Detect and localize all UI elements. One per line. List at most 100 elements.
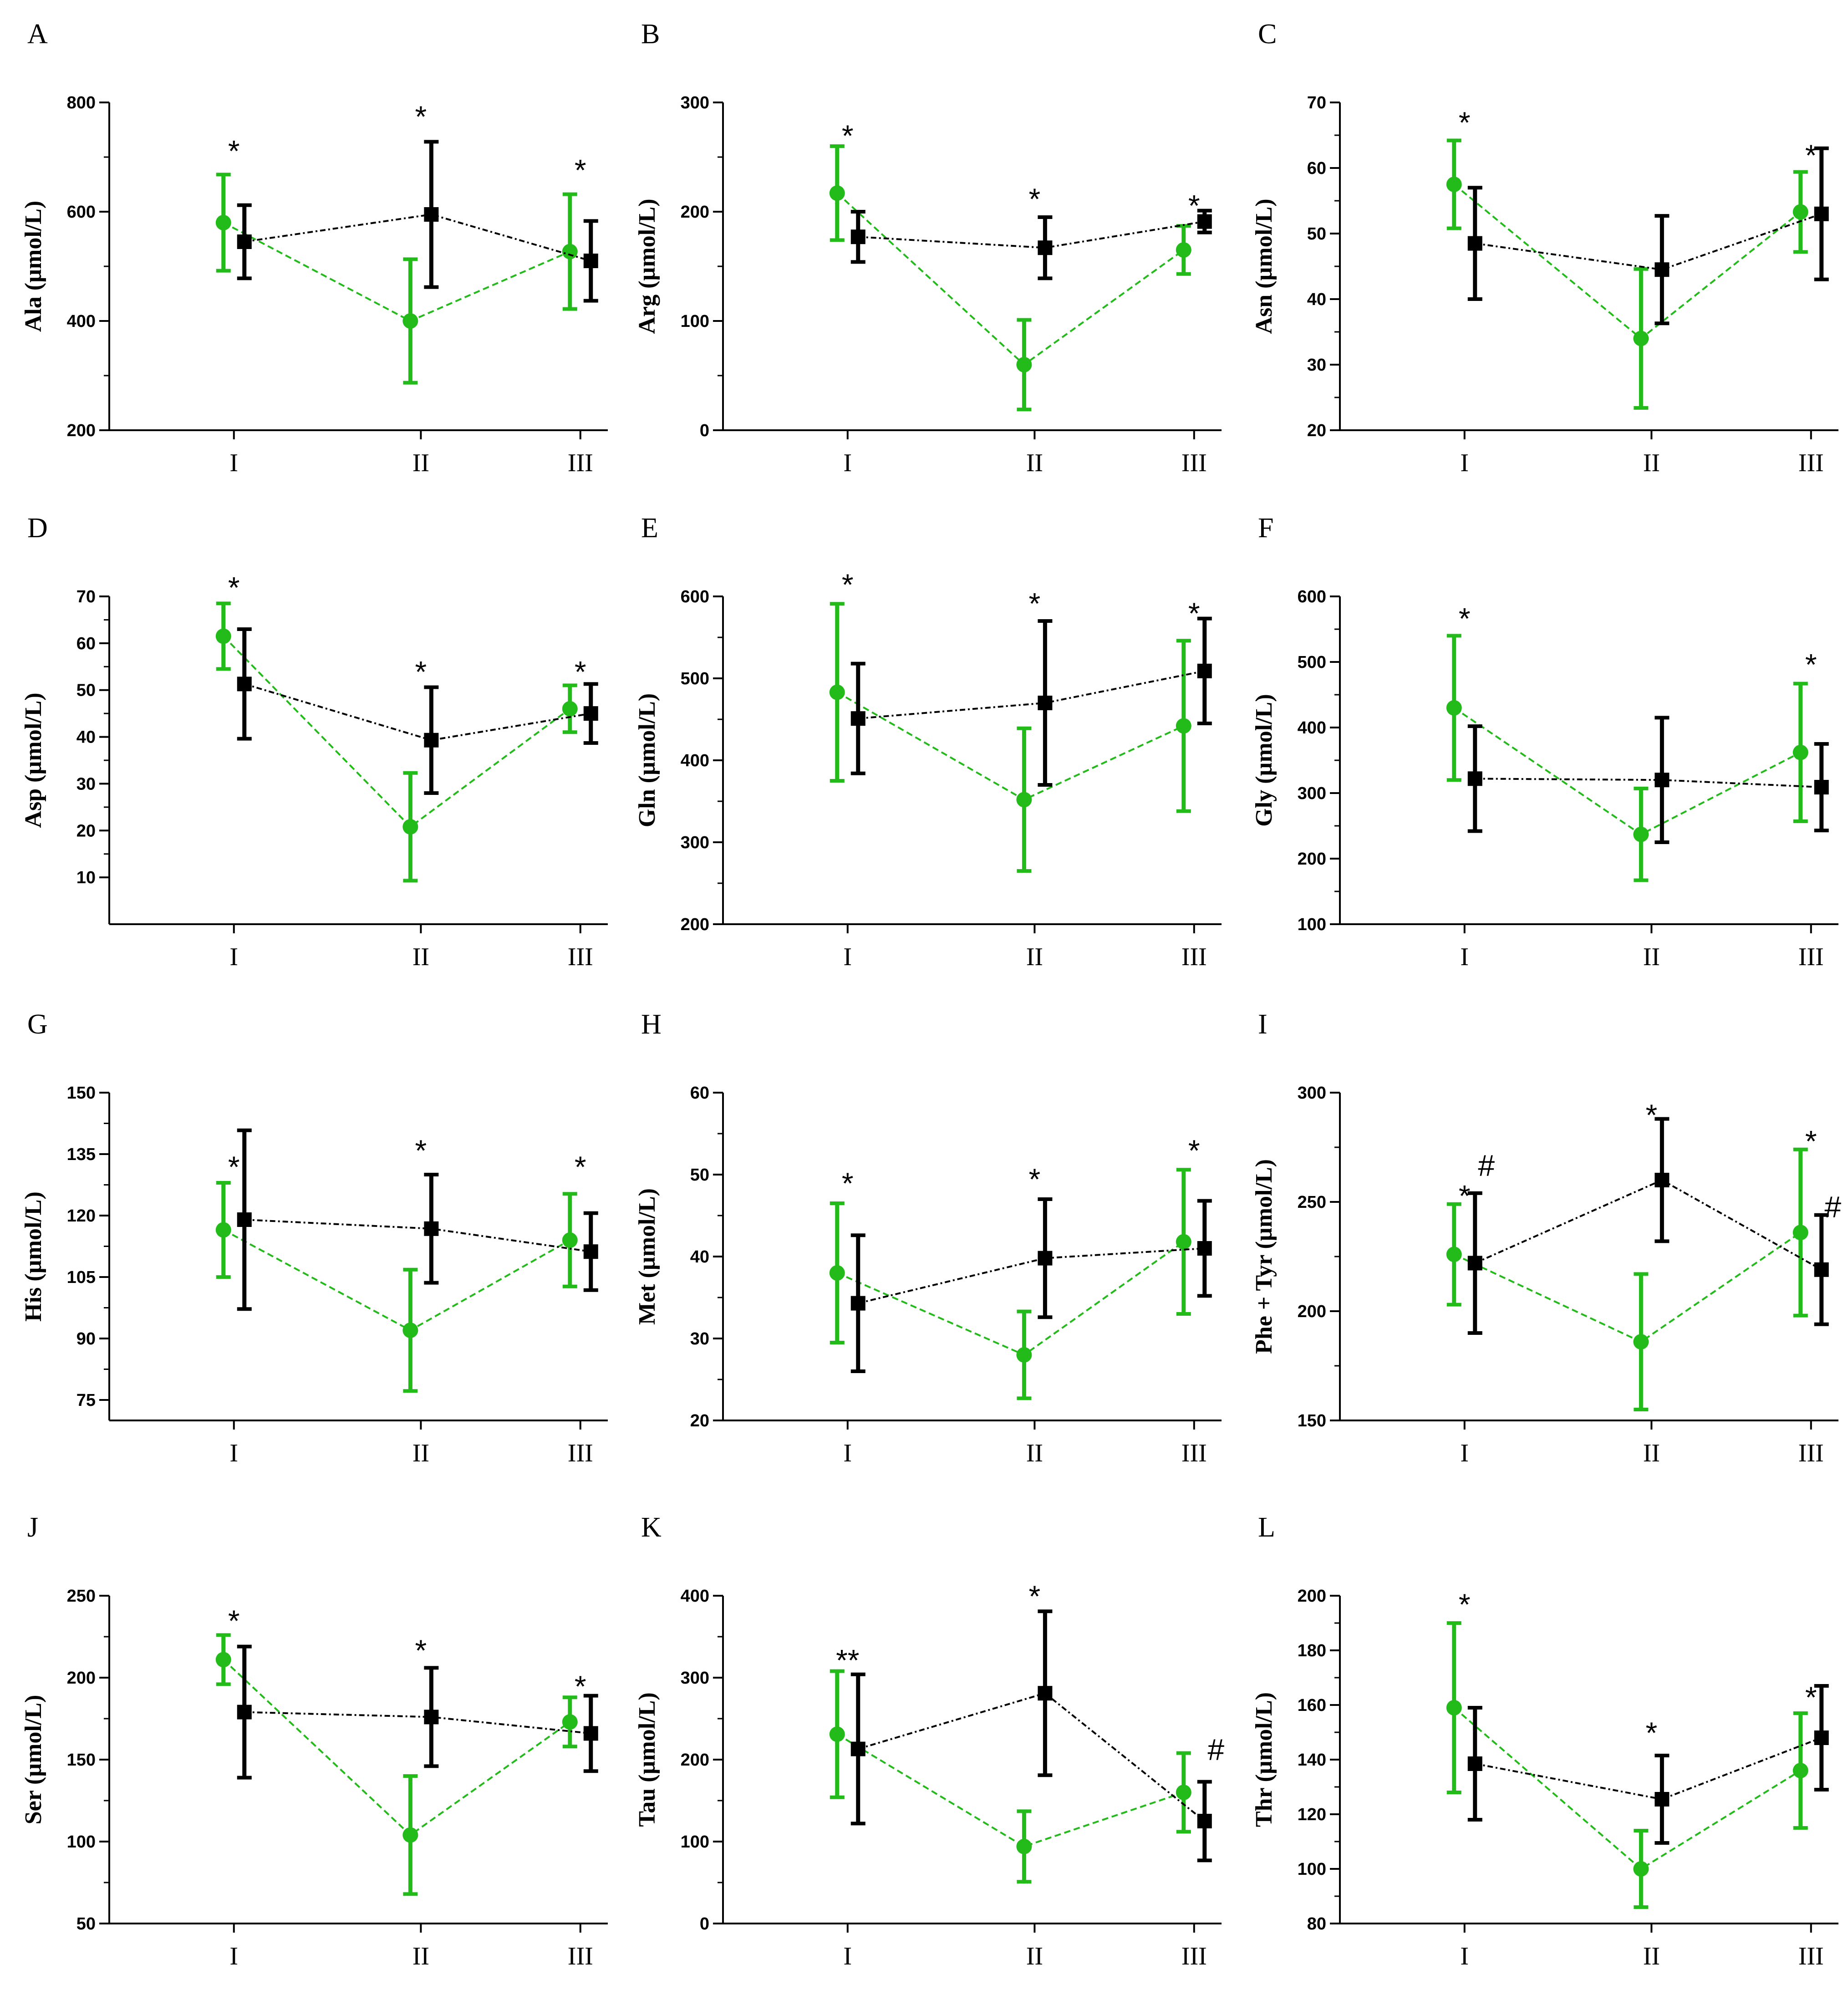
point-green (215, 1222, 231, 1238)
y-tick-label: 100 (67, 1832, 96, 1852)
point-black (850, 1296, 865, 1311)
significance-marker: * (1029, 586, 1041, 620)
point-black (583, 1244, 598, 1259)
significance-marker: * (1459, 602, 1471, 636)
y-tick-label: 500 (1298, 653, 1326, 672)
y-tick-label: 400 (67, 312, 96, 331)
x-tick-label: III (1181, 1439, 1207, 1467)
significance-marker: * (575, 153, 586, 187)
significance-marker: # (1824, 1190, 1841, 1224)
x-tick-label: II (1026, 943, 1043, 971)
x-tick-label: II (1026, 449, 1043, 477)
point-green (1176, 1234, 1191, 1250)
point-black (424, 207, 439, 222)
panel-letter: J (27, 1512, 38, 1543)
y-tick-label: 100 (1298, 1860, 1326, 1879)
y-tick-label: 300 (681, 93, 709, 112)
point-black (583, 254, 598, 268)
point-black (237, 234, 252, 249)
point-green (1446, 177, 1462, 192)
x-tick-label: I (1460, 943, 1469, 971)
significance-marker: * (1188, 596, 1200, 630)
significance-marker: * (842, 568, 854, 601)
x-tick-label: I (1460, 449, 1469, 477)
x-tick-label: III (1798, 943, 1824, 971)
panel-letter: D (27, 513, 48, 544)
series-line-green (1453, 183, 1802, 340)
point-green (1633, 331, 1649, 346)
point-black (583, 1726, 598, 1741)
y-tick-label: 150 (67, 1084, 96, 1103)
significance-marker: * (1646, 1098, 1658, 1132)
point-green (829, 1726, 845, 1742)
point-green (1176, 1785, 1191, 1800)
point-black (237, 1705, 252, 1720)
significance-marker: * (228, 1150, 240, 1184)
y-tick-label: 60 (1307, 159, 1326, 178)
point-black (1655, 1792, 1670, 1807)
x-tick-label: III (568, 943, 593, 971)
x-tick-label: II (412, 449, 429, 477)
point-black (1655, 262, 1670, 277)
y-tick-label: 50 (76, 1914, 96, 1934)
x-tick-label: III (1798, 1439, 1824, 1467)
y-tick-label: 150 (1298, 1411, 1326, 1430)
series-line-green (836, 192, 1184, 366)
y-tick-label: 150 (67, 1751, 96, 1770)
x-tick-label: III (1798, 449, 1824, 477)
x-tick-label: II (1643, 943, 1660, 971)
significance-marker: * (1188, 1134, 1200, 1167)
point-green (1633, 1861, 1649, 1877)
series-line-green (223, 222, 570, 322)
y-tick-label: 800 (67, 93, 96, 112)
y-tick-label: 200 (67, 1669, 96, 1688)
point-green (829, 185, 845, 201)
y-tick-label: 70 (1307, 93, 1326, 112)
point-green (215, 215, 231, 230)
y-tick-label: 600 (681, 587, 709, 606)
point-black (1814, 1262, 1829, 1277)
x-tick-label: I (229, 1439, 238, 1467)
y-axis-title: Gln (µmol/L) (634, 693, 660, 827)
significance-marker: * (842, 1166, 854, 1200)
series-line-green (223, 1229, 570, 1332)
x-tick-label: III (1181, 943, 1207, 971)
panel-letter: B (641, 19, 660, 50)
y-tick-label: 200 (681, 915, 709, 934)
significance-marker: ** (836, 1643, 859, 1677)
point-black (1814, 1730, 1829, 1745)
y-tick-label: 250 (67, 1587, 96, 1606)
significance-marker: * (415, 655, 427, 689)
point-black (237, 1212, 252, 1227)
panel-letter: H (641, 1009, 662, 1040)
y-axis-title: Thr (µmol/L) (1251, 1692, 1277, 1827)
point-green (1792, 744, 1808, 760)
point-black (424, 1221, 439, 1236)
point-green (1792, 1225, 1808, 1241)
series-line-green (836, 691, 1184, 801)
significance-marker: * (415, 100, 427, 133)
point-green (402, 1323, 418, 1338)
significance-marker: * (1459, 106, 1471, 139)
y-tick-label: 0 (700, 421, 709, 440)
significance-marker: * (575, 1150, 586, 1184)
significance-marker: * (1805, 1125, 1817, 1158)
series-line-black (244, 1219, 591, 1253)
y-tick-label: 200 (1298, 850, 1326, 869)
y-tick-label: 100 (681, 312, 709, 331)
x-tick-label: II (412, 1439, 429, 1467)
panel-letter: K (641, 1512, 662, 1543)
point-black (850, 711, 865, 726)
y-tick-label: 600 (1298, 587, 1326, 606)
significance-marker: * (228, 570, 240, 604)
x-tick-label: II (1643, 449, 1660, 477)
panel-letter: C (1258, 19, 1277, 50)
point-green (1446, 1700, 1462, 1715)
point-green (1016, 792, 1032, 808)
panel-letter: G (27, 1009, 48, 1040)
x-tick-label: III (1181, 449, 1207, 477)
